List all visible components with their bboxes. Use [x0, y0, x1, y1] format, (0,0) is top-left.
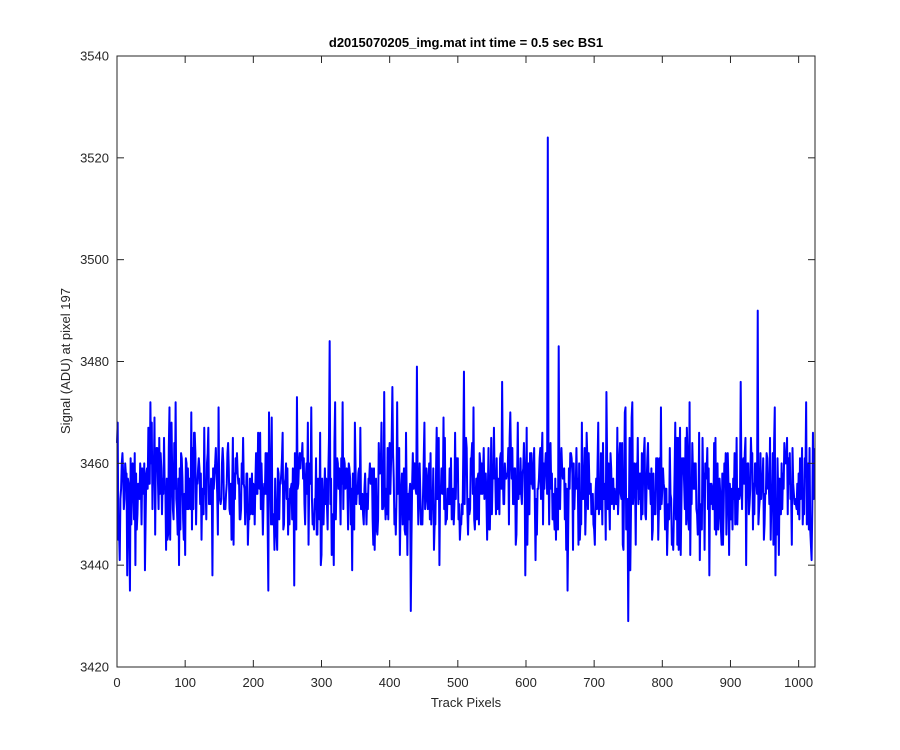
x-tick-label: 800 — [651, 675, 673, 690]
plot-area — [117, 56, 815, 667]
signal-series-line — [116, 136, 816, 623]
y-tick-label: 3520 — [80, 150, 109, 165]
ticks-layer: 0 100 200 300 400 500 600 700 800 900 1000 3420 3440… — [80, 49, 815, 690]
y-axis-label: Signal (ADU) at pixel 197 — [58, 288, 73, 434]
x-tick-label: 200 — [242, 675, 264, 690]
x-tick-label: 500 — [447, 675, 469, 690]
y-tick-label: 3500 — [80, 252, 109, 267]
x-tick-label: 0 — [113, 675, 120, 690]
x-tick-label: 700 — [583, 675, 605, 690]
x-tick-label: 600 — [515, 675, 537, 690]
chart-title: d2015070205_img.mat int time = 0.5 sec B… — [329, 35, 603, 50]
x-tick-label: 100 — [174, 675, 196, 690]
x-tick-label: 900 — [720, 675, 742, 690]
y-tick-label: 3480 — [80, 354, 109, 369]
y-tick-label: 3540 — [80, 49, 109, 64]
y-tick-label: 3460 — [80, 456, 109, 471]
x-tick-label: 300 — [311, 675, 333, 690]
data-layer — [116, 136, 816, 623]
y-tick-label: 3420 — [80, 660, 109, 675]
x-tick-label: 400 — [379, 675, 401, 690]
x-tick-label: 1000 — [784, 675, 813, 690]
y-tick-label: 3440 — [80, 558, 109, 573]
x-axis-label: Track Pixels — [431, 695, 502, 710]
